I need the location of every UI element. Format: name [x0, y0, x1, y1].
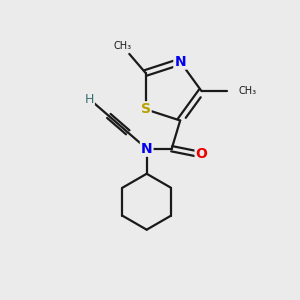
- Text: H: H: [85, 94, 94, 106]
- Text: CH₃: CH₃: [114, 41, 132, 51]
- Text: O: O: [196, 147, 208, 160]
- Text: N: N: [174, 55, 186, 69]
- Text: N: N: [141, 142, 152, 156]
- Text: CH₃: CH₃: [238, 86, 256, 96]
- Text: S: S: [141, 102, 151, 116]
